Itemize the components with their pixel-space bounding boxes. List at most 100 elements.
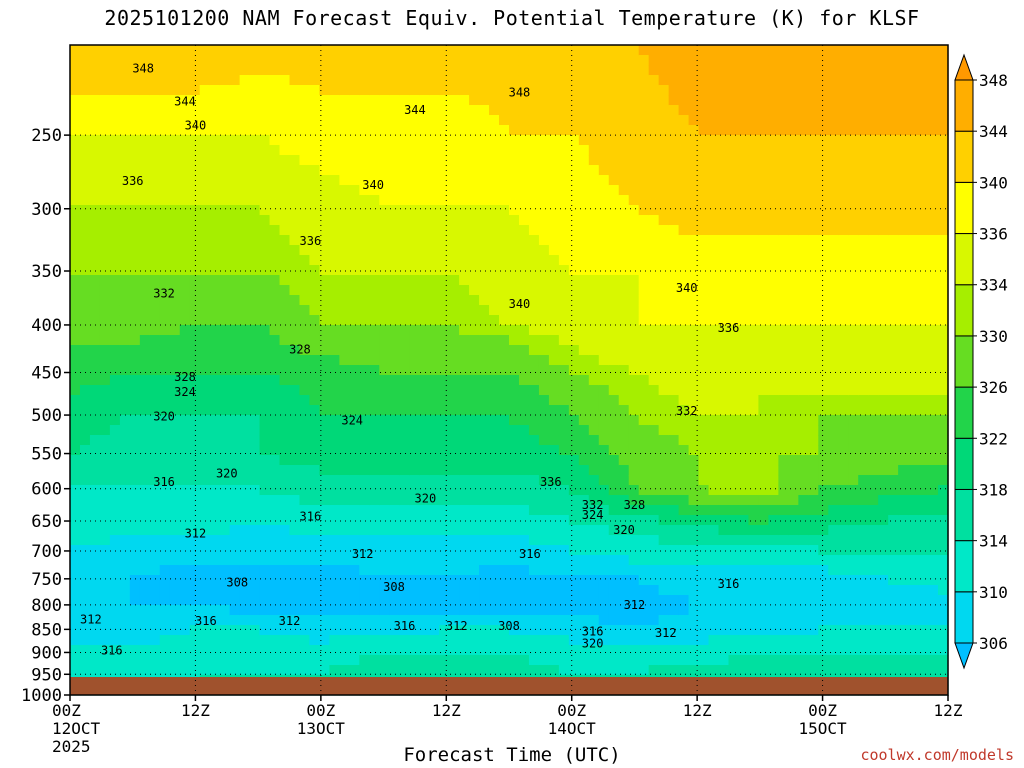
field-cell	[628, 555, 640, 566]
field-cell	[558, 445, 570, 456]
field-cell	[139, 425, 151, 436]
field-cell	[299, 315, 311, 326]
field-cell	[309, 405, 321, 416]
field-cell	[169, 625, 181, 636]
field-cell	[728, 565, 740, 576]
field-cell	[728, 305, 740, 316]
field-cell	[289, 155, 301, 166]
field-cell	[499, 575, 510, 586]
field-cell	[359, 65, 370, 76]
field-cell	[538, 255, 550, 266]
field-cell	[259, 125, 271, 136]
field-cell	[109, 235, 121, 246]
field-cell	[70, 635, 81, 646]
field-cell	[299, 345, 311, 356]
field-cell	[239, 485, 251, 496]
field-cell	[79, 415, 91, 426]
field-cell	[548, 445, 560, 456]
field-cell	[129, 195, 141, 206]
field-cell	[249, 175, 261, 186]
field-cell	[449, 75, 460, 86]
field-cell	[778, 235, 789, 246]
field-cell	[139, 195, 151, 206]
field-cell	[698, 525, 710, 536]
field-cell	[169, 325, 181, 336]
field-cell	[548, 615, 560, 626]
field-cell	[369, 395, 380, 406]
field-cell	[309, 145, 321, 156]
field-cell	[349, 125, 360, 136]
field-cell	[808, 175, 819, 186]
field-cell	[778, 185, 789, 196]
field-cell	[489, 395, 500, 406]
field-cell	[748, 115, 760, 126]
field-cell	[449, 275, 460, 286]
field-cell	[159, 555, 171, 566]
field-cell	[129, 655, 141, 666]
field-cell	[668, 175, 680, 186]
field-cell	[399, 295, 410, 306]
field-cell	[169, 545, 181, 556]
field-cell	[808, 325, 819, 336]
field-cell	[279, 395, 291, 406]
field-cell	[339, 465, 350, 476]
field-cell	[708, 95, 720, 106]
field-cell	[149, 85, 161, 96]
field-cell	[568, 275, 580, 286]
field-cell	[578, 315, 590, 326]
field-cell	[239, 475, 251, 486]
field-cell	[299, 545, 311, 556]
field-cell	[129, 505, 141, 516]
field-cell	[70, 575, 81, 586]
field-cell	[279, 645, 291, 656]
field-cell	[668, 55, 680, 66]
field-cell	[738, 535, 750, 546]
field-cell	[828, 125, 839, 136]
field-cell	[818, 335, 829, 346]
field-cell	[538, 195, 550, 206]
field-cell	[648, 75, 660, 86]
field-cell	[439, 95, 450, 106]
field-cell	[139, 235, 151, 246]
field-cell	[558, 215, 570, 226]
field-cell	[219, 55, 231, 66]
field-cell	[219, 205, 231, 216]
field-cell	[429, 635, 440, 646]
field-cell	[528, 395, 540, 406]
field-cell	[618, 495, 630, 506]
field-cell	[259, 475, 271, 486]
field-cell	[429, 605, 440, 616]
field-cell	[179, 325, 191, 336]
field-cell	[598, 655, 610, 666]
field-cell	[708, 445, 720, 456]
field-cell	[688, 165, 700, 176]
field-cell	[748, 595, 760, 606]
field-cell	[489, 485, 500, 496]
field-cell	[528, 565, 540, 576]
field-cell	[798, 475, 809, 486]
field-cell	[568, 405, 580, 416]
field-cell	[688, 455, 700, 466]
field-cell	[129, 465, 141, 476]
field-cell	[429, 325, 440, 336]
field-cell	[598, 605, 610, 616]
field-cell	[518, 595, 530, 606]
field-cell	[538, 595, 550, 606]
field-cell	[359, 365, 370, 376]
field-cell	[588, 445, 600, 456]
field-cell	[329, 575, 340, 586]
field-cell	[718, 545, 730, 556]
field-cell	[199, 85, 211, 96]
field-cell	[70, 645, 81, 656]
field-cell	[149, 445, 161, 456]
field-cell	[179, 505, 191, 516]
field-cell	[89, 655, 101, 666]
field-cell	[479, 405, 490, 416]
field-cell	[269, 205, 281, 216]
field-cell	[409, 135, 420, 146]
field-cell	[259, 375, 271, 386]
field-cell	[119, 135, 131, 146]
field-cell	[618, 595, 630, 606]
field-cell	[309, 275, 321, 286]
field-cell	[159, 285, 171, 296]
